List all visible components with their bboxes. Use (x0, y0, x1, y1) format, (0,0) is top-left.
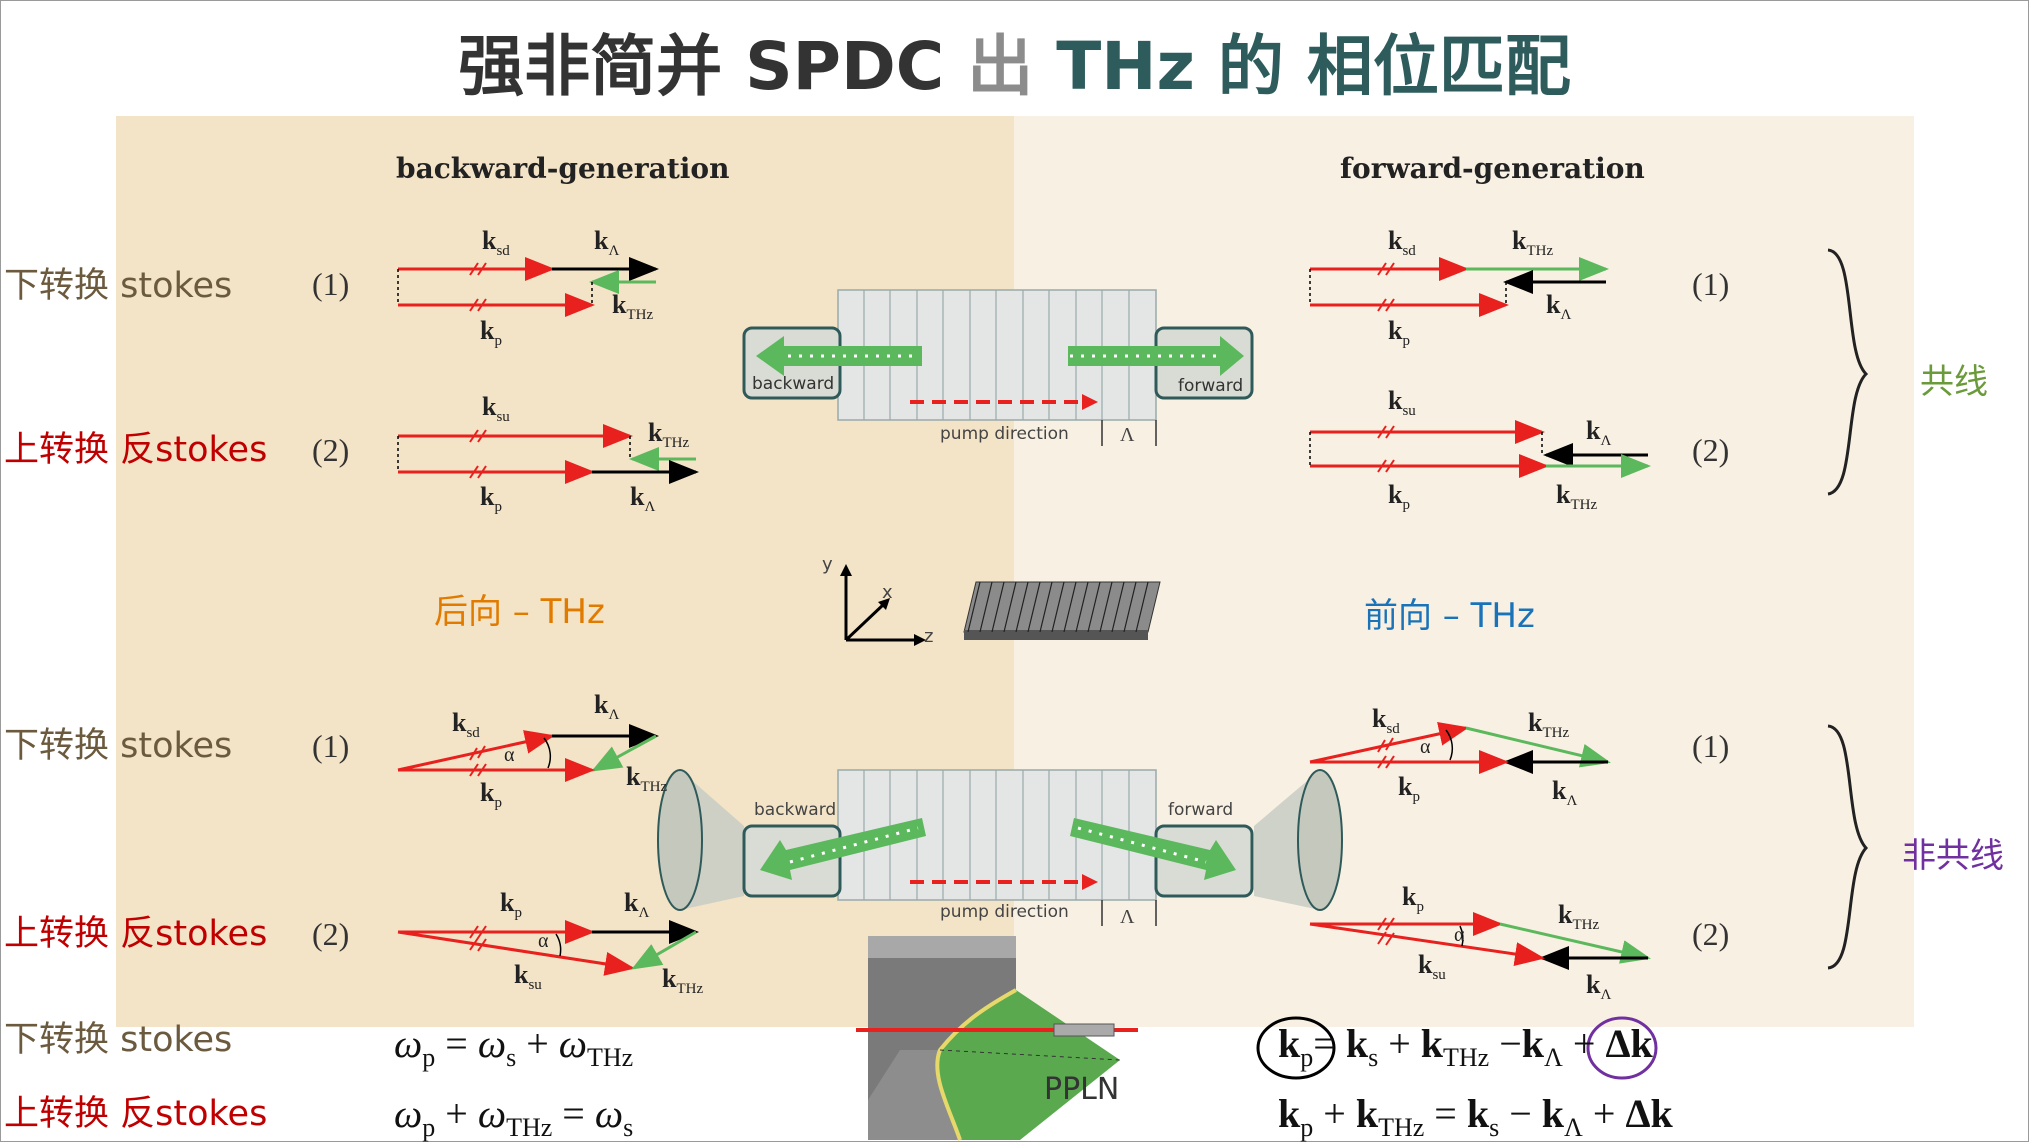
k-su-label-l4: ksu (514, 960, 542, 994)
k-equation-down: kp= ks + kTHz −kΛ + Δk (1278, 1021, 1653, 1072)
collinear-brace (1827, 248, 1869, 496)
right-noncollinear-2-vectors (1309, 912, 1651, 970)
forward-generation-header: forward-generation (1340, 152, 1645, 185)
k-su-label-r2: ksu (1388, 386, 1416, 420)
forward-label-2: forward (1168, 800, 1234, 820)
left-noncollinear-2-vectors (397, 920, 699, 976)
right-num-1: (1) (1692, 266, 1730, 302)
period-label-2: Λ (1120, 906, 1135, 928)
title-part1: 强非简并 SPDC (458, 28, 968, 105)
slide-title: 强非简并 SPDC 出 THz 的 相位匹配 (0, 22, 2029, 112)
ppln-crystal-collinear (742, 289, 1254, 446)
k-p-label-l4: kp (500, 888, 522, 922)
right-collinear-1-vectors (1309, 257, 1609, 317)
left-num-2: (2) (312, 432, 350, 468)
row-label-4: 上转换 反stokes (4, 914, 268, 954)
ppln-crystal-noncollinear (657, 769, 1343, 926)
k-p-label-r2: kp (1388, 480, 1410, 514)
right-num-3: (1) (1692, 728, 1730, 764)
period-label-1: Λ (1120, 424, 1135, 446)
left-collinear-1-vectors (397, 257, 659, 317)
k-equation-up: kp + kTHz = ks − kΛ + Δk (1278, 1091, 1673, 1142)
collinear-label: 共线 (1920, 362, 1988, 402)
title-part3: THz 的 相位匹配 (1033, 28, 1571, 105)
axis-z-label: z (924, 626, 934, 647)
k-thz-label-l1: kTHz (612, 290, 654, 324)
right-collinear-2-vectors (1309, 420, 1651, 478)
left-num-3: (1) (312, 728, 350, 764)
k-sd-label-r3: ksd (1372, 704, 1400, 738)
axis-y-label: y (822, 554, 833, 575)
pump-direction-label-2: pump direction (940, 902, 1069, 922)
k-su-label-r4: ksu (1418, 950, 1446, 984)
pump-direction-label-1: pump direction (940, 424, 1069, 444)
axis-x-label: x (882, 582, 893, 603)
ppln-cone-illustration (856, 936, 1138, 1141)
k-p-label-l2: kp (480, 482, 502, 516)
k-p-label-l1: kp (480, 316, 502, 350)
k-sd-label-l1: ksd (482, 226, 510, 260)
left-num-1: (1) (312, 266, 350, 302)
k-p-label-r1: kp (1388, 316, 1410, 350)
right-num-4: (2) (1692, 916, 1730, 952)
k-lambda-label-r4: kΛ (1586, 970, 1612, 1004)
xyz-axes (840, 564, 926, 646)
backward-label-1: backward (752, 374, 835, 394)
k-lambda-label-l3: kΛ (594, 690, 620, 724)
k-p-label-r3: kp (1398, 772, 1420, 806)
k-sd-label-l3: ksd (452, 708, 480, 742)
backward-label-2: backward (754, 800, 837, 820)
k-lambda-label-l2: kΛ (630, 482, 656, 516)
k-thz-label-l3: kTHz (626, 762, 668, 796)
k-lambda-label-l1: kΛ (594, 226, 620, 260)
left-noncollinear-1-vectors (397, 724, 659, 782)
k-lambda-label-r3: kΛ (1552, 776, 1578, 810)
kp-circle (1256, 1016, 1336, 1080)
backward-thz-label: 后向 – THz (434, 592, 605, 632)
ppln-slab (963, 581, 1161, 640)
alpha-label-l4: α (538, 930, 549, 952)
k-thz-label-l4: kTHz (662, 964, 704, 998)
noncollinear-brace (1827, 724, 1869, 970)
k-thz-label-l2: kTHz (648, 418, 690, 452)
k-su-label-l2: ksu (482, 392, 510, 426)
alpha-label-l3: α (504, 744, 515, 766)
backward-generation-header: backward-generation (396, 152, 730, 185)
k-p-label-r4: kp (1402, 882, 1424, 916)
k-thz-label-r4: kTHz (1558, 900, 1600, 934)
forward-thz-label: 前向 – THz (1364, 596, 1535, 636)
row-label-2: 上转换 反stokes (4, 430, 268, 470)
alpha-label-r3: α (1420, 736, 1431, 758)
ppln-label: PPLN (1044, 1072, 1120, 1107)
k-thz-label-r1: kTHz (1512, 226, 1554, 260)
alpha-label-r4: α (1454, 924, 1465, 946)
k-sd-label-r1: ksd (1388, 226, 1416, 260)
title-part2: 出 (967, 28, 1034, 105)
k-lambda-label-r2: kΛ (1586, 416, 1612, 450)
row-label-3: 下转换 stokes (4, 726, 233, 766)
omega-equation-down: ωp = ωs + ωTHz (394, 1021, 634, 1072)
right-noncollinear-1-vectors (1309, 722, 1611, 774)
left-num-4: (2) (312, 916, 350, 952)
k-thz-label-r2: kTHz (1556, 480, 1598, 514)
row-label-6: 上转换 反stokes (4, 1094, 268, 1134)
k-thz-label-r3: kTHz (1528, 708, 1570, 742)
row-label-5: 下转换 stokes (4, 1020, 233, 1060)
forward-label-1: forward (1178, 376, 1244, 396)
right-num-2: (2) (1692, 432, 1730, 468)
k-lambda-label-l4: kΛ (624, 888, 650, 922)
klambda-circle (1586, 1016, 1658, 1080)
omega-equation-up: ωp + ωTHz = ωs (394, 1091, 634, 1142)
k-lambda-label-r1: kΛ (1546, 290, 1572, 324)
row-label-1: 下转换 stokes (4, 266, 233, 306)
k-p-label-l3: kp (480, 778, 502, 812)
noncollinear-label: 非共线 (1902, 836, 2004, 876)
left-collinear-2-vectors (397, 424, 699, 484)
